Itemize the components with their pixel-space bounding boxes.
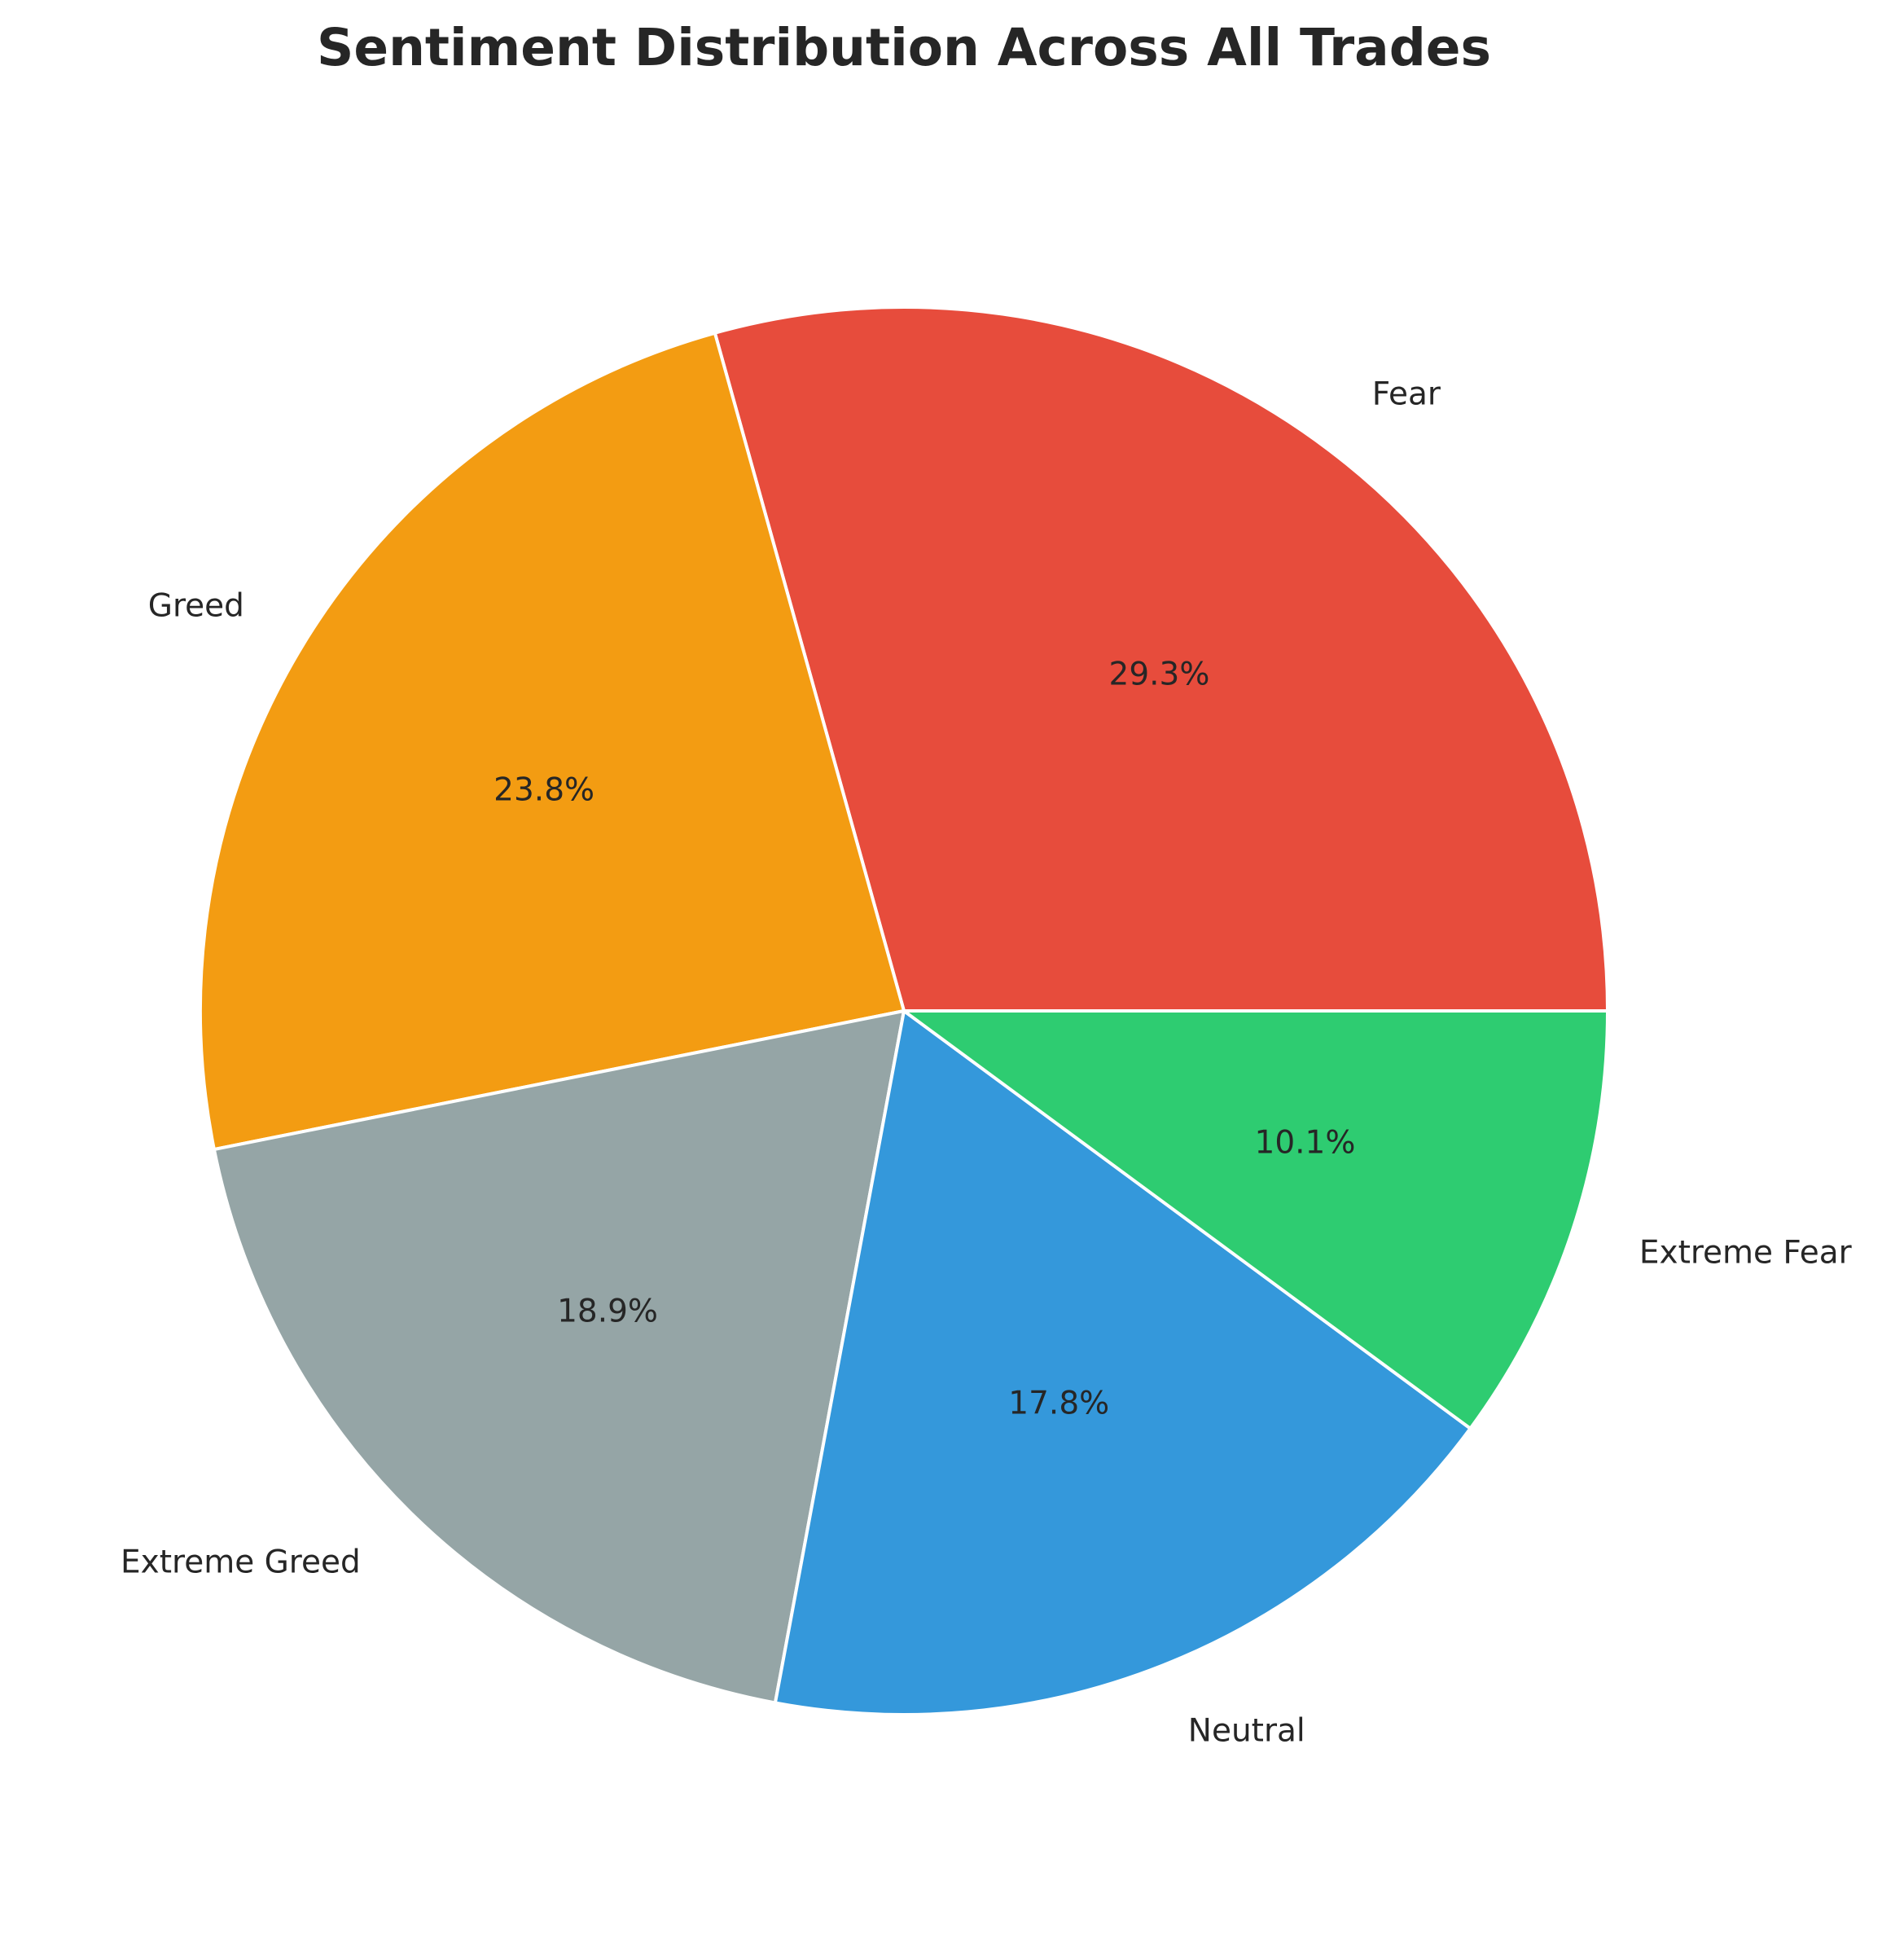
slice-percent-greed: 23.8% <box>494 771 594 808</box>
slice-percent-neutral: 17.8% <box>1008 1386 1109 1422</box>
slice-percent-fear: 29.3% <box>1109 657 1210 693</box>
pie-slices <box>198 305 1609 1716</box>
pie-slice-extreme-greed <box>212 1009 906 1705</box>
pie-labels: Fear 29.3% Greed 23.8% Extreme Greed 18.9% Neu… <box>121 376 1853 1750</box>
pie-slice-neutral <box>773 1009 1472 1716</box>
chart-title: Sentiment Distribution Across All Trades <box>317 18 1491 77</box>
slice-label-fear: Fear <box>1372 376 1441 413</box>
pie-slice-extreme-fear <box>902 1009 1609 1430</box>
slice-label-greed: Greed <box>148 587 244 624</box>
slice-label-extreme-greed: Extreme Greed <box>121 1544 361 1580</box>
slice-percent-extreme-greed: 18.9% <box>557 1294 658 1330</box>
pie-slice-fear <box>713 305 1609 1013</box>
pie-slice-greed <box>198 331 906 1152</box>
slice-label-neutral: Neutral <box>1188 1713 1305 1750</box>
slice-label-extreme-fear: Extreme Fear <box>1639 1234 1853 1271</box>
slice-percent-extreme-fear: 10.1% <box>1255 1124 1356 1161</box>
